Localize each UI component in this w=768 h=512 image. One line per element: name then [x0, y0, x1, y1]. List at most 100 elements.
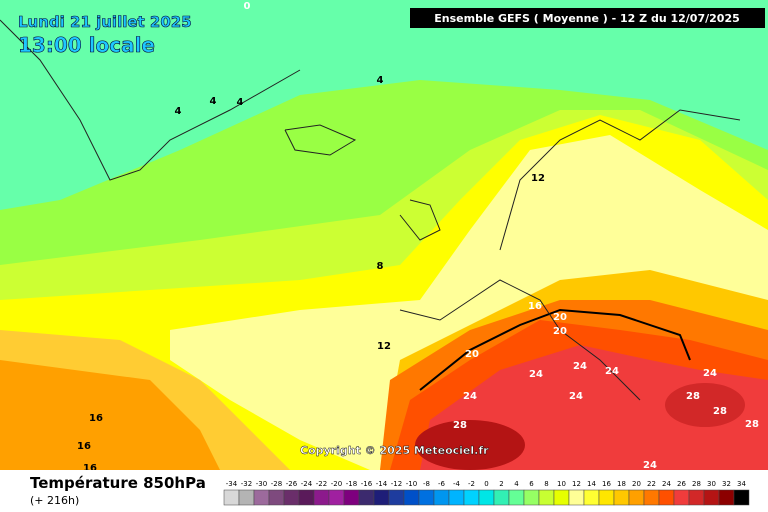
contour-label: 20 — [553, 326, 567, 337]
forecast-time: 13:00 locale — [18, 33, 155, 57]
contour-label: 24 — [463, 391, 477, 402]
scale-swatch — [493, 489, 510, 506]
contour-labels: 0 4 4 4 4 12 8 12 16 20 20 20 24 24 24 24 24 24 28 28 28 28 16… — [77, 1, 759, 474]
contour-label: 24 — [703, 368, 717, 379]
contour-label: 24 — [569, 391, 583, 402]
contour-label: 12 — [531, 173, 545, 184]
scale-label: -12 — [391, 480, 402, 488]
scale-label: -34 — [226, 480, 238, 488]
scale-label: -28 — [271, 480, 282, 488]
footer-title: Température 850hPa — [30, 474, 206, 492]
scale-swatch — [538, 489, 555, 506]
scale-swatch — [403, 489, 420, 506]
scale-label: 16 — [602, 480, 611, 488]
scale-swatch — [298, 489, 315, 506]
contour-label: 28 — [686, 391, 700, 402]
scale-swatch — [643, 489, 660, 506]
scale-label: 12 — [572, 480, 581, 488]
contour-label: 16 — [83, 463, 97, 474]
contour-label: 28 — [453, 420, 467, 431]
scale-swatch — [688, 489, 705, 506]
scale-label: 6 — [529, 480, 534, 488]
scale-label: 8 — [544, 480, 548, 488]
contour-label: 8 — [377, 261, 384, 272]
scale-label: -22 — [316, 480, 327, 488]
temperature-field — [0, 0, 768, 470]
contour-label: 24 — [605, 366, 619, 377]
scale-swatch — [568, 489, 585, 506]
contour-label: 16 — [77, 441, 91, 452]
scale-label: 28 — [692, 480, 701, 488]
forecast-date: Lundi 21 juillet 2025 — [18, 13, 192, 31]
contour-label: 0 — [244, 1, 251, 12]
contour-label: 24 — [529, 369, 543, 380]
scale-swatch — [238, 489, 255, 506]
scale-swatch — [358, 489, 375, 506]
scale-label: 18 — [617, 480, 626, 488]
contour-label: 12 — [377, 341, 391, 352]
lead-time: (+ 216h) — [30, 494, 79, 507]
scale-label: 26 — [677, 480, 686, 488]
scale-label: -30 — [256, 480, 267, 488]
scale-swatch — [313, 489, 330, 506]
scale-label: -14 — [376, 480, 388, 488]
contour-label: 24 — [573, 361, 587, 372]
contour-label: 20 — [465, 349, 479, 360]
scale-label: -6 — [438, 480, 446, 488]
contour-label: 28 — [745, 419, 759, 430]
scale-label: 22 — [647, 480, 656, 488]
contour-label: 28 — [713, 406, 727, 417]
scale-swatch — [523, 489, 540, 506]
scale-swatch — [478, 489, 495, 506]
scale-label: -26 — [286, 480, 298, 488]
contour-label: 4 — [237, 97, 244, 108]
scale-swatch — [613, 489, 630, 506]
scale-label: -2 — [468, 480, 475, 488]
scale-label: -32 — [241, 480, 252, 488]
scale-swatch — [508, 489, 525, 506]
scale-swatch — [373, 489, 390, 506]
scale-label: -16 — [361, 480, 373, 488]
scale-label: 2 — [499, 480, 503, 488]
scale-swatch — [253, 489, 270, 506]
scale-label: -8 — [423, 480, 430, 488]
scale-swatch — [733, 489, 750, 506]
contour-label: 4 — [377, 75, 384, 86]
scale-swatch — [388, 489, 405, 506]
contour-label: 24 — [643, 460, 657, 471]
copyright: Copyright © 2025 Meteociel.fr — [300, 444, 489, 457]
scale-label: -4 — [453, 480, 461, 488]
scale-label: 0 — [484, 480, 488, 488]
scale-swatch — [553, 489, 570, 506]
scale-label: -24 — [301, 480, 313, 488]
scale-swatch — [283, 489, 300, 506]
scale-label: -18 — [346, 480, 357, 488]
header-box — [410, 8, 765, 28]
scale-swatch — [328, 489, 345, 506]
scale-swatch — [598, 489, 615, 506]
scale-label: 20 — [632, 480, 641, 488]
scale-label: 34 — [737, 480, 746, 488]
scale-swatch — [673, 489, 690, 506]
scale-swatch — [583, 489, 600, 506]
model-run: Ensemble GEFS ( Moyenne ) - 12 Z du 12/0… — [434, 12, 740, 25]
scale-swatch — [418, 489, 435, 506]
scale-label: 4 — [514, 480, 519, 488]
scale-swatch — [223, 489, 240, 506]
contour-label: 20 — [553, 312, 567, 323]
scale-label: 30 — [707, 480, 716, 488]
scale-label: 32 — [722, 480, 731, 488]
scale-swatch — [718, 489, 735, 506]
scale-swatch — [628, 489, 645, 506]
scale-swatch — [268, 489, 285, 506]
color-scale: -34 -32 -30 -28 -26 -24 -22 -20 -18 -16 -14 -12 -10-… — [223, 480, 750, 506]
scale-label: -20 — [331, 480, 342, 488]
scale-label: 10 — [557, 480, 566, 488]
scale-label: 24 — [662, 480, 671, 488]
scale-swatch — [463, 489, 480, 506]
scale-swatch — [343, 489, 360, 506]
contour-label: 4 — [175, 106, 182, 117]
scale-swatch — [433, 489, 450, 506]
scale-swatch — [448, 489, 465, 506]
